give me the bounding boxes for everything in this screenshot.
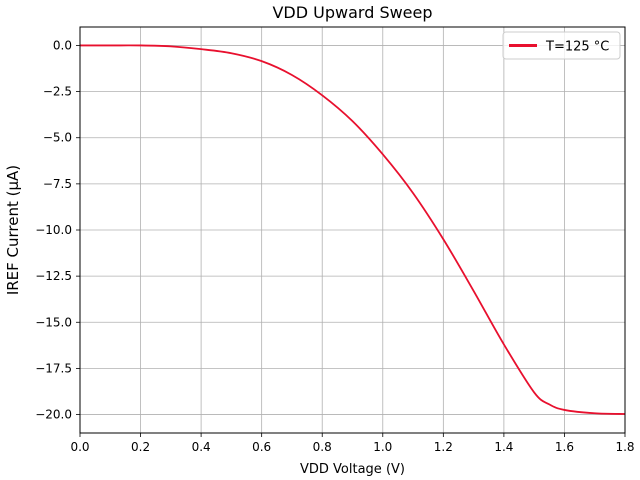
legend-box [502, 31, 621, 60]
x-tick-label: 1.0 [373, 440, 392, 454]
y-tick-label: −15.0 [35, 315, 72, 329]
y-tick-label: −12.5 [35, 269, 72, 283]
x-tick-label: 0.2 [131, 440, 150, 454]
x-tick-label: 1.4 [494, 440, 513, 454]
y-tick-label: −7.5 [43, 177, 72, 191]
x-tick-label: 0.0 [70, 440, 89, 454]
series-layer [80, 44, 626, 415]
x-axis-ticks: 0.0 0.2 0.4 0.6 0.8 1.0 1.2 1.4 1.6 1.8 [70, 433, 635, 454]
y-tick-label: −17.5 [35, 361, 72, 375]
x-tick-label: 1.2 [434, 440, 453, 454]
grid-layer [79, 27, 626, 433]
x-tick-label: 0.8 [313, 440, 332, 454]
y-tick-label: −2.5 [43, 85, 72, 99]
legend: T=125 °C [502, 31, 621, 60]
y-tick-label: −20.0 [35, 408, 72, 422]
x-tick-label: 0.4 [192, 440, 211, 454]
x-tick-label: 0.6 [252, 440, 271, 454]
x-axis-label: VDD Voltage (V) [300, 462, 405, 477]
y-tick-label: −10.0 [35, 223, 72, 237]
y-tick-label: −5.0 [43, 131, 72, 145]
x-tick-label: 1.8 [615, 440, 634, 454]
legend-label: T=125 °C [545, 40, 609, 55]
y-tick-label: 0.0 [53, 38, 72, 52]
series-line [80, 44, 626, 415]
y-axis-ticks: 0.0 −2.5 −5.0 −7.5 −10.0 −12.5 −15.0 −17.5 −20.0 [35, 38, 80, 422]
x-tick-label: 1.6 [555, 440, 574, 454]
chart-title: VDD Upward Sweep [272, 3, 432, 22]
y-axis-label: IREF Current (μA) [4, 165, 22, 295]
